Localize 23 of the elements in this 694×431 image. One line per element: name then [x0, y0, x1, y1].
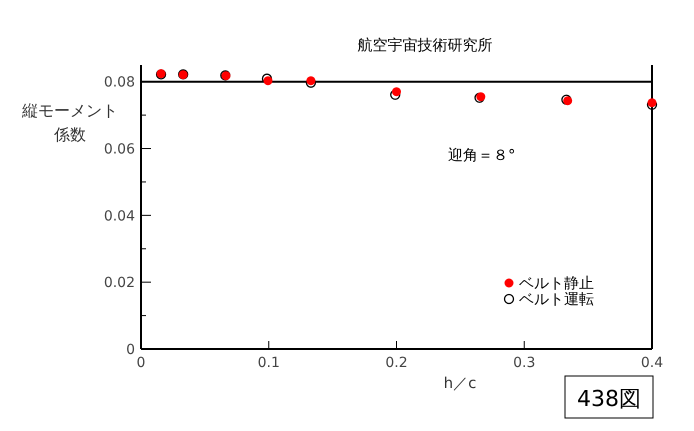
- text: 438図: [577, 387, 641, 412]
- y-tick-label: 0.08: [104, 74, 135, 91]
- y-tick-label: 0.04: [104, 208, 136, 224]
- x-tick-label: 0.1: [258, 355, 280, 371]
- legend-label: ベルト静止: [519, 274, 594, 292]
- annotation: 迎角＝８°: [448, 146, 516, 164]
- x-tick-label: 0.3: [513, 355, 536, 371]
- point: [392, 87, 401, 96]
- x-tick-label: 0: [136, 355, 146, 371]
- y-axis-title: 縦モーメント係数: [21, 101, 118, 144]
- point: [648, 98, 656, 108]
- y-tick-label: 0.06: [104, 142, 136, 158]
- chart-title: 航空宇宙技術研究所: [358, 36, 492, 54]
- x-tick-label: 0.2: [385, 355, 408, 371]
- y-tick-label: 0.02: [104, 275, 135, 292]
- point: [306, 76, 316, 86]
- x-axis-title: h／c: [444, 374, 476, 392]
- x-tick-label: 0.4: [640, 355, 664, 371]
- y-tick-label: 0: [126, 342, 135, 358]
- point: [263, 76, 272, 86]
- legend-label: ベルト運転: [519, 290, 594, 308]
- point: [262, 74, 272, 84]
- point: [390, 90, 400, 100]
